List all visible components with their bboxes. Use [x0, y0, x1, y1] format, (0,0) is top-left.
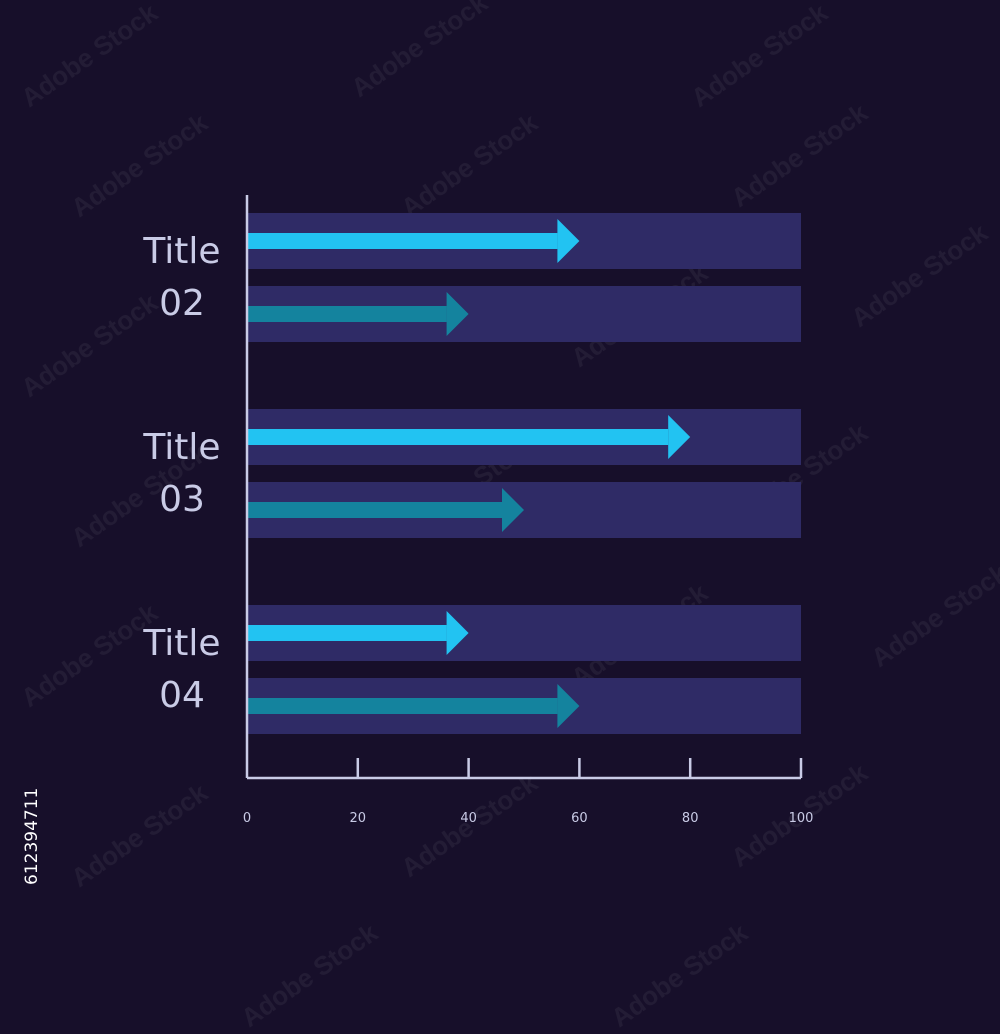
bar-arrow-head: [557, 684, 580, 728]
bar-arrow-head: [557, 219, 580, 263]
bar-arrow-head: [446, 611, 469, 655]
bar-arrow-shaft: [247, 698, 558, 714]
category-label: Title 04: [112, 618, 252, 722]
x-tick-label: 80: [682, 811, 699, 826]
category-label-line: Title: [143, 622, 221, 664]
bar-arrow-shaft: [247, 625, 447, 641]
bar-arrow-shaft: [247, 233, 558, 249]
x-tick-label: 100: [789, 811, 814, 826]
category-label-line: Title: [143, 426, 221, 468]
bar-arrow-head: [668, 415, 691, 459]
bar-arrow-shaft: [247, 502, 502, 518]
category-label-line: 03: [159, 478, 205, 520]
x-tick-label: 0: [243, 811, 251, 826]
bar-arrow-shaft: [247, 306, 447, 322]
category-label-line: Title: [143, 230, 221, 272]
x-tick-label: 20: [350, 811, 367, 826]
bar-arrow-shaft: [247, 429, 669, 445]
category-label: Title 02: [112, 226, 252, 330]
category-label-line: 04: [159, 674, 205, 716]
chart-canvas: 0 20 40 60 80 100: [243, 195, 814, 826]
category-label: Title 03: [112, 422, 252, 526]
bar-arrow-head: [446, 292, 469, 336]
x-tick-label: 40: [460, 811, 477, 826]
x-tick-label: 60: [571, 811, 588, 826]
bar-arrow-head: [502, 488, 524, 532]
chart: Adobe Stock Adobe Stock Adobe Stock Adobe S…: [15, 0, 1000, 1033]
stock-id: 612394711: [22, 787, 42, 885]
category-label-line: 02: [159, 282, 205, 324]
